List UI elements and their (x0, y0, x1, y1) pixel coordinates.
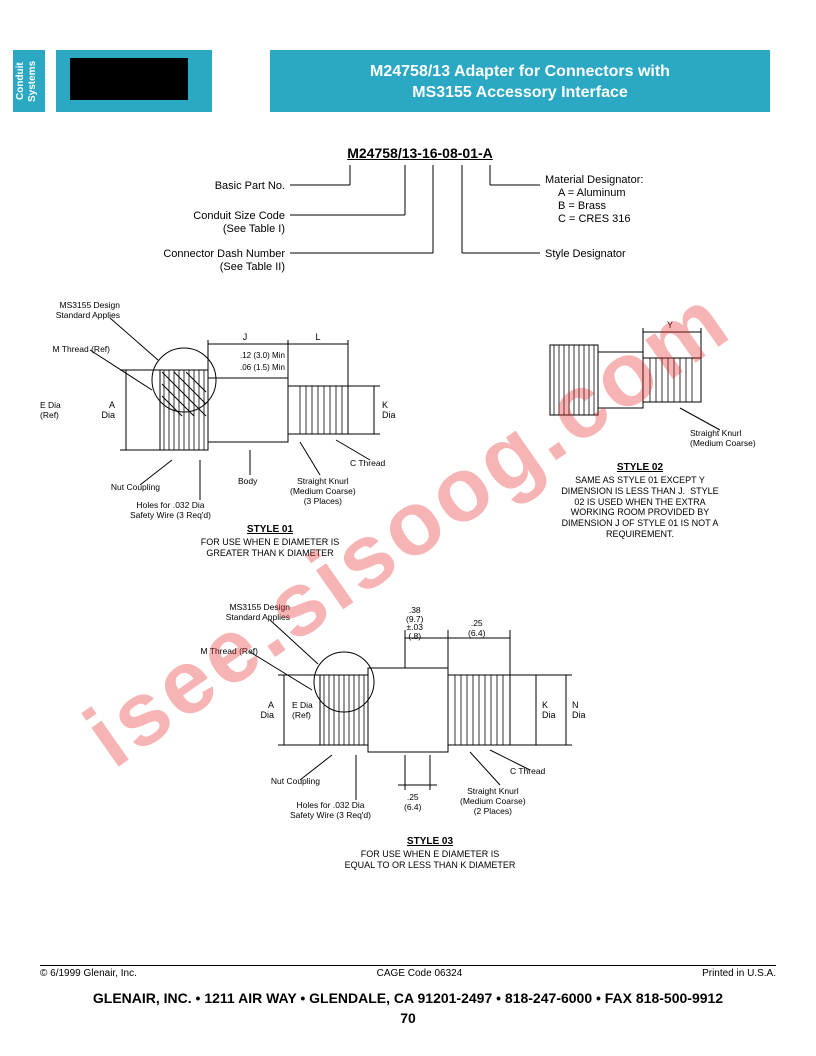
s3-dim-25a: .25(6.4) (468, 618, 485, 638)
footer-copyright: © 6/1999 Glenair, Inc. (40, 968, 137, 979)
dim-06: .06 (1.5) Min (240, 363, 285, 372)
callout-holes: Holes for .032 DiaSafety Wire (3 Req'd) (130, 500, 211, 520)
style02-label: STYLE 02 (530, 462, 750, 473)
dim-12: .12 (3.0) Min (240, 351, 285, 360)
breakdown-right-0-b: B = Brass (558, 200, 606, 212)
s3-callout-edia: E Dia(Ref) (292, 700, 313, 720)
footer-cage: CAGE Code 06324 (377, 968, 463, 979)
callout-mthread: M Thread (Ref) (40, 344, 110, 354)
style02-desc: SAME AS STYLE 01 EXCEPT YDIMENSION IS LE… (530, 475, 750, 540)
s3-a-dia-d: Dia (260, 710, 274, 720)
style01-diagram: J L .12 (3.0) Min .06 (1.5) Min A Dia K … (40, 300, 460, 559)
footer-line: © 6/1999 Glenair, Inc. CAGE Code 06324 P… (40, 965, 776, 979)
callout-knurl-02: Straight Knurl(Medium Coarse) (690, 428, 756, 448)
breakdown-right-0-c: C = CRES 316 (558, 213, 630, 225)
side-tab: Conduit Systems (13, 50, 45, 112)
breakdown-diagram: Basic Part No. Conduit Size Code (See Ta… (140, 165, 700, 305)
title-bar: M24758/13 Adapter for Connectors with MS… (270, 50, 770, 112)
part-number: M24758/13-16-08-01-A (140, 145, 700, 161)
breakdown-left-1: Conduit Size Code (193, 210, 285, 222)
s3-k-k: K (542, 700, 548, 710)
a-dia-a: A (109, 400, 115, 410)
callout-edia: E Dia(Ref) (40, 400, 61, 420)
s3-callout-holes: Holes for .032 DiaSafety Wire (3 Req'd) (290, 800, 371, 820)
page-number: 70 (0, 1010, 816, 1026)
side-tab-line1: Conduit (15, 62, 26, 100)
s3-a-dia-a: A (268, 700, 274, 710)
k-dia-d: Dia (382, 410, 396, 420)
dim-j: J (243, 332, 248, 342)
s3-callout-cthread: C Thread (510, 766, 545, 776)
breakdown-left-0: Basic Part No. (215, 180, 285, 192)
k-dia-k: K (382, 400, 388, 410)
title-line2: MS3155 Accessory Interface (270, 83, 770, 104)
breakdown-right-0-a: A = Aluminum (558, 187, 626, 199)
style01-label: STYLE 01 (140, 524, 400, 535)
callout-knurl: Straight Knurl(Medium Coarse)(3 Places) (290, 476, 356, 506)
breakdown-left-2-sub: (See Table II) (220, 261, 285, 273)
footer-printed: Printed in U.S.A. (702, 968, 776, 979)
s3-callout-ms3155: MS3155 DesignStandard Applies (190, 602, 290, 622)
breakdown-left-1-sub: (See Table I) (223, 223, 285, 235)
s3-callout-mthread: M Thread (Ref) (180, 646, 258, 656)
part-breakdown: M24758/13-16-08-01-A Basic Part No. Cond… (140, 145, 700, 308)
callout-nutcoupling: Nut Coupling (80, 482, 160, 492)
s3-k-d: Dia (542, 710, 556, 720)
style01-desc: FOR USE WHEN E DIAMETER ISGREATER THAN K… (140, 537, 400, 559)
side-tab-line2: Systems (27, 60, 38, 101)
s3-n-d: Dia (572, 710, 586, 720)
a-dia-d: Dia (101, 410, 115, 420)
s3-n-n: N (572, 700, 579, 710)
style02-diagram: Y Straight Knurl(Medium Coarse) STYLE 02… (510, 300, 780, 540)
breakdown-left-2: Connector Dash Number (163, 248, 285, 260)
style03-label: STYLE 03 (290, 836, 570, 847)
footer-company: GLENAIR, INC. • 1211 AIR WAY • GLENDALE,… (0, 990, 816, 1006)
callout-body: Body (238, 476, 257, 486)
s3-dim-25b: .25(6.4) (404, 792, 421, 812)
s3-callout-nutcoupling: Nut Coupling (240, 776, 320, 786)
callout-ms3155: MS3155 DesignStandard Applies (40, 300, 120, 320)
dim-y: Y (667, 320, 673, 330)
breakdown-right-1: Style Designator (545, 248, 626, 260)
tech-diagrams: J L .12 (3.0) Min .06 (1.5) Min A Dia K … (40, 300, 776, 920)
breakdown-right-0: Material Designator: (545, 174, 643, 186)
s3-callout-knurl: Straight Knurl(Medium Coarse)(2 Places) (460, 786, 526, 816)
logo-block (70, 58, 188, 100)
style03-diagram: A Dia K Dia N Dia MS3155 DesignStandard … (180, 600, 640, 871)
s3-dim-38: .38(9.7)±.03(.8) (406, 606, 423, 640)
dim-l: L (315, 332, 320, 342)
callout-cthread: C Thread (350, 458, 385, 468)
title-line1: M24758/13 Adapter for Connectors with (270, 62, 770, 83)
style03-desc: FOR USE WHEN E DIAMETER ISEQUAL TO OR LE… (290, 849, 570, 871)
